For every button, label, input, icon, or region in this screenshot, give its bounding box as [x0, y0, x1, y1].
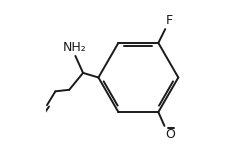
Text: F: F: [166, 14, 173, 27]
Text: NH₂: NH₂: [63, 41, 87, 54]
Text: O: O: [165, 128, 175, 141]
